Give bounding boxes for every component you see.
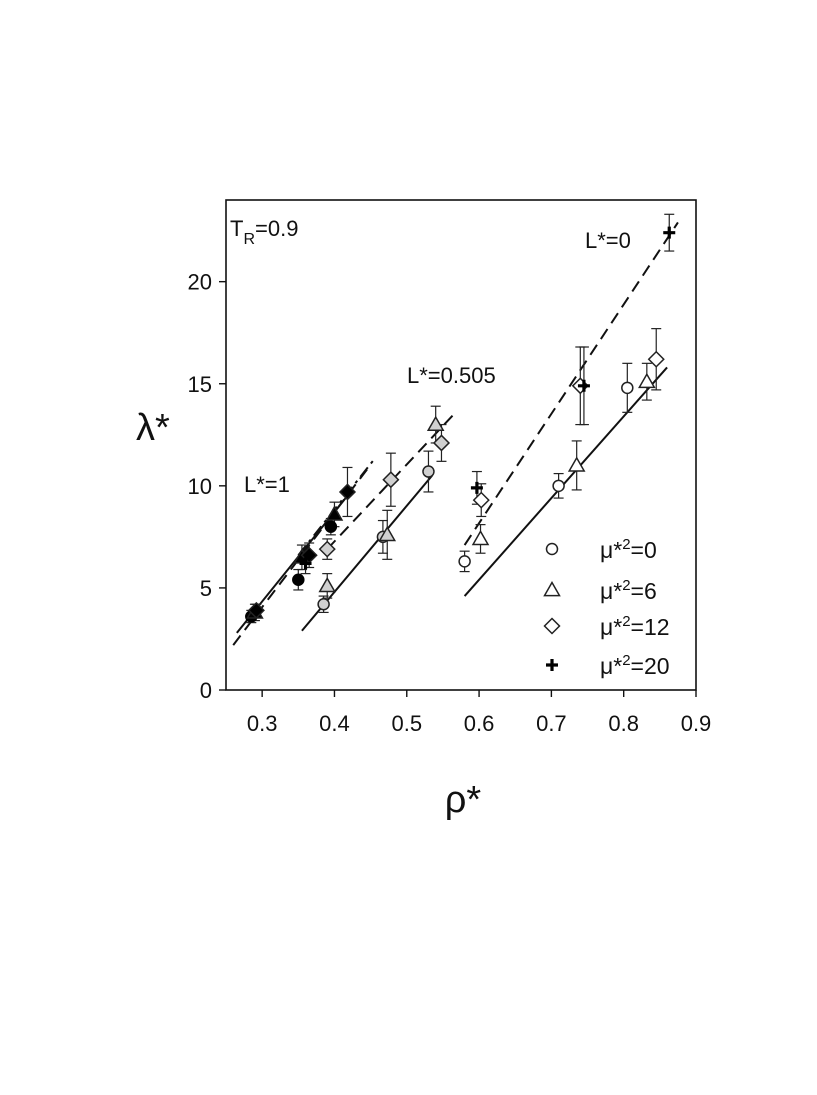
- annotation-l1: L*=1: [244, 472, 290, 497]
- x-axis-title: ρ*: [445, 779, 482, 821]
- legend-superscript: 2: [622, 577, 630, 594]
- data-point-triangle: [471, 529, 490, 546]
- fit-line-dashdot: [297, 458, 376, 556]
- legend-marker-triangle: [543, 580, 561, 597]
- data-point-circle: [458, 555, 471, 568]
- annotation-l0: L*=0: [585, 228, 631, 253]
- data-point-circle: [621, 381, 634, 395]
- y-axis-ticks: 0 5 10 15 20: [188, 270, 226, 703]
- data-point-plus: [470, 481, 483, 494]
- data-point-plus: [299, 557, 312, 570]
- legend-superscript: 2: [622, 613, 630, 630]
- legend-symbol: μ*: [600, 653, 622, 679]
- data-point-circle: [552, 479, 565, 493]
- legend-marker-plus: [546, 659, 558, 671]
- x-tick-label: 0.6: [464, 711, 495, 736]
- x-tick-label: 0.9: [681, 711, 712, 736]
- fit-line-solid: [463, 366, 668, 597]
- legend: μ*2=0μ*2=6μ*2=12μ*2=20: [543, 536, 670, 679]
- x-tick-label: 0.5: [391, 711, 422, 736]
- legend-value: =0: [631, 537, 657, 563]
- y-tick-label: 15: [188, 372, 212, 397]
- legend-value: =20: [631, 653, 670, 679]
- fit-line-dashed: [463, 221, 679, 546]
- temperature-value: =0.9: [255, 216, 298, 241]
- data-point-triangle: [378, 525, 397, 542]
- x-tick-label: 0.4: [319, 711, 350, 736]
- legend-label: μ*2=12: [600, 613, 670, 640]
- data-point-diamond: [432, 434, 451, 452]
- legend-superscript: 2: [622, 652, 630, 669]
- data-point-triangle: [318, 576, 337, 593]
- data-markers: [245, 226, 676, 623]
- data-point-plus: [663, 226, 676, 239]
- temperature-symbol: T: [230, 216, 243, 241]
- legend-marker-diamond: [543, 617, 561, 635]
- annotation-l0505: L*=0.505: [407, 363, 496, 388]
- y-tick-label: 10: [188, 474, 212, 499]
- x-axis-ticks: 0.3 0.4 0.5 0.6 0.7 0.8 0.9: [247, 690, 711, 736]
- legend-symbol: μ*: [600, 614, 622, 640]
- legend-marker-circle: [545, 542, 559, 556]
- legend-symbol: μ*: [600, 578, 622, 604]
- legend-superscript: 2: [622, 536, 630, 553]
- fit-line-dashed: [326, 413, 455, 550]
- x-tick-label: 0.3: [247, 711, 278, 736]
- data-point-diamond: [382, 471, 400, 489]
- data-point-circle: [292, 573, 305, 586]
- data-point-diamond: [647, 350, 665, 368]
- legend-value: =12: [631, 614, 670, 640]
- temperature-subscript: R: [243, 231, 255, 248]
- plot-frame: [225, 199, 697, 691]
- data-point-circle: [324, 520, 338, 533]
- legend-symbol: μ*: [600, 537, 622, 563]
- y-tick-label: 0: [200, 678, 212, 703]
- data-point-plus: [577, 379, 590, 392]
- y-tick-label: 20: [188, 270, 212, 295]
- data-point-diamond: [338, 483, 357, 501]
- legend-value: =6: [631, 578, 657, 604]
- y-axis-title: λ*: [136, 407, 170, 449]
- y-tick-label: 5: [200, 576, 212, 601]
- data-point-circle: [317, 598, 330, 611]
- data-point-triangle: [567, 456, 586, 472]
- data-point-circle: [422, 465, 435, 478]
- data-point-diamond: [318, 540, 336, 558]
- legend-label: μ*2=0: [600, 536, 657, 563]
- data-point-diamond: [472, 491, 490, 509]
- data-point-triangle: [426, 415, 445, 431]
- legend-label: μ*2=20: [600, 652, 670, 679]
- data-point-diamond: [247, 601, 265, 619]
- data-point-triangle: [325, 505, 344, 521]
- x-tick-label: 0.7: [536, 711, 567, 736]
- temperature-label: TR=0.9: [230, 216, 298, 248]
- legend-label: μ*2=6: [600, 577, 657, 604]
- x-tick-label: 0.8: [608, 711, 639, 736]
- data-point-triangle: [638, 372, 656, 389]
